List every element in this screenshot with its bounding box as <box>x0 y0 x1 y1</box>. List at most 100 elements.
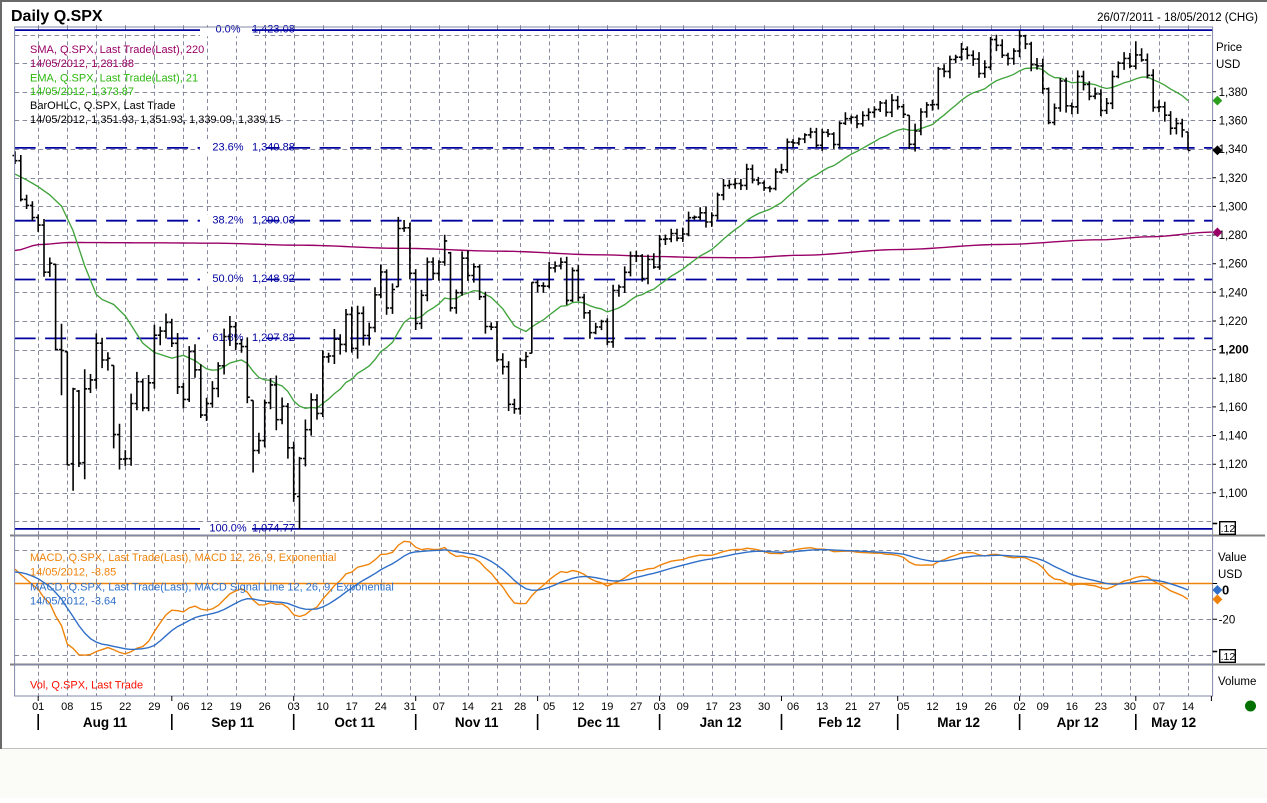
svg-text:15: 15 <box>90 701 102 713</box>
svg-text:17: 17 <box>346 701 358 713</box>
svg-text:Jan 12: Jan 12 <box>700 715 742 730</box>
svg-text:14/05/2012, 1,351.93, 1,351.93: 14/05/2012, 1,351.93, 1,351.93, 1,339.09… <box>30 114 281 126</box>
svg-text:1,220: 1,220 <box>1219 316 1248 328</box>
svg-text:38.2%: 38.2% <box>212 214 243 226</box>
svg-text:06: 06 <box>787 701 799 713</box>
svg-text:26: 26 <box>259 701 271 713</box>
svg-text:14/05/2012, 1,281.88: 14/05/2012, 1,281.88 <box>30 58 134 70</box>
svg-text:Dec 11: Dec 11 <box>577 715 620 730</box>
svg-text:12: 12 <box>200 701 212 713</box>
svg-text:21: 21 <box>491 701 503 713</box>
svg-text:12: 12 <box>572 701 584 713</box>
svg-text:Nov 11: Nov 11 <box>455 715 499 730</box>
svg-text:27: 27 <box>630 701 642 713</box>
svg-text:Feb 12: Feb 12 <box>818 715 861 730</box>
svg-text:14: 14 <box>462 701 474 713</box>
svg-text:MACD, Q.SPX, Last Trade(Last),: MACD, Q.SPX, Last Trade(Last), MACD 12, … <box>30 552 336 564</box>
svg-text:Daily Q.SPX: Daily Q.SPX <box>11 8 103 25</box>
svg-text:1,160: 1,160 <box>1219 402 1248 414</box>
svg-text:.12: .12 <box>1221 523 1236 535</box>
svg-text:.12: .12 <box>1221 651 1236 663</box>
svg-text:1,074.77: 1,074.77 <box>252 523 295 535</box>
svg-text:SMA, Q.SPX, Last Trade(Last),: SMA, Q.SPX, Last Trade(Last), 220 <box>30 44 204 56</box>
svg-text:May 12: May 12 <box>1151 715 1196 730</box>
svg-text:03: 03 <box>653 701 665 713</box>
svg-text:19: 19 <box>601 701 613 713</box>
svg-text:1,360: 1,360 <box>1219 116 1248 128</box>
svg-text:19: 19 <box>230 701 242 713</box>
svg-text:16: 16 <box>1066 701 1078 713</box>
svg-text:MACD, Q.SPX, Last Trade(Last),: MACD, Q.SPX, Last Trade(Last), MACD Sign… <box>30 582 394 594</box>
svg-text:Aug 11: Aug 11 <box>83 715 128 730</box>
svg-text:1,423.08: 1,423.08 <box>252 24 295 36</box>
svg-text:10: 10 <box>317 701 329 713</box>
svg-text:26: 26 <box>984 701 996 713</box>
svg-text:13: 13 <box>816 701 828 713</box>
svg-text:Price: Price <box>1216 42 1242 54</box>
svg-text:24: 24 <box>375 701 387 713</box>
svg-text:1,300: 1,300 <box>1219 201 1248 213</box>
svg-text:1,240: 1,240 <box>1219 287 1248 299</box>
svg-text:1,140: 1,140 <box>1219 431 1248 443</box>
svg-text:09: 09 <box>677 701 689 713</box>
svg-text:1,200: 1,200 <box>1219 343 1249 357</box>
svg-text:09: 09 <box>1037 701 1049 713</box>
svg-text:BarOHLC, Q.SPX, Last Trade: BarOHLC, Q.SPX, Last Trade <box>30 100 176 112</box>
svg-text:61.8%: 61.8% <box>212 332 243 344</box>
svg-text:03: 03 <box>288 701 300 713</box>
svg-text:0: 0 <box>1222 583 1229 598</box>
svg-text:14/05/2012, -3.64: 14/05/2012, -3.64 <box>30 596 116 608</box>
svg-text:28: 28 <box>514 701 526 713</box>
svg-text:Mar 12: Mar 12 <box>937 715 980 730</box>
svg-text:USD: USD <box>1216 59 1240 71</box>
svg-text:1,340: 1,340 <box>1219 144 1248 156</box>
svg-text:05: 05 <box>543 701 555 713</box>
svg-text:21: 21 <box>845 701 857 713</box>
svg-text:1,280: 1,280 <box>1219 230 1248 242</box>
svg-text:19: 19 <box>955 701 967 713</box>
svg-text:14: 14 <box>1182 701 1194 713</box>
svg-text:22: 22 <box>119 701 131 713</box>
svg-text:12: 12 <box>926 701 938 713</box>
svg-text:07: 07 <box>433 701 445 713</box>
svg-text:1,120: 1,120 <box>1219 459 1248 471</box>
svg-text:Sep 11: Sep 11 <box>211 715 254 730</box>
svg-text:30: 30 <box>758 701 770 713</box>
svg-text:05: 05 <box>897 701 909 713</box>
svg-text:30: 30 <box>1124 701 1136 713</box>
svg-text:EMA, Q.SPX, Last Trade(Last),: EMA, Q.SPX, Last Trade(Last), 21 <box>30 73 198 85</box>
svg-text:1,100: 1,100 <box>1219 488 1248 500</box>
svg-text:14/05/2012, -8.85: 14/05/2012, -8.85 <box>30 567 116 579</box>
svg-text:1,248.92: 1,248.92 <box>252 273 295 285</box>
svg-text:31: 31 <box>404 701 416 713</box>
svg-text:1,320: 1,320 <box>1219 173 1248 185</box>
svg-text:23: 23 <box>1095 701 1107 713</box>
svg-text:100.0%: 100.0% <box>209 523 247 535</box>
svg-text:14/05/2012, 1,373.87: 14/05/2012, 1,373.87 <box>30 86 134 98</box>
svg-text:50.0%: 50.0% <box>212 273 243 285</box>
svg-text:08: 08 <box>61 701 73 713</box>
svg-text:Volume: Volume <box>1218 676 1256 688</box>
svg-text:1,290.03: 1,290.03 <box>252 214 295 226</box>
svg-text:06: 06 <box>177 701 189 713</box>
svg-text:17: 17 <box>706 701 718 713</box>
svg-text:Value: Value <box>1218 552 1247 564</box>
svg-text:Apr 12: Apr 12 <box>1057 715 1099 730</box>
svg-text:23.6%: 23.6% <box>212 142 243 154</box>
svg-text:Vol, Q.SPX, Last Trade: Vol, Q.SPX, Last Trade <box>30 680 143 692</box>
svg-text:1,207.82: 1,207.82 <box>252 332 295 344</box>
svg-text:23: 23 <box>729 701 741 713</box>
svg-text:1,260: 1,260 <box>1219 259 1248 271</box>
svg-text:27: 27 <box>868 701 880 713</box>
svg-text:1,340.88: 1,340.88 <box>252 142 295 154</box>
svg-text:1,180: 1,180 <box>1219 373 1248 385</box>
svg-text:01: 01 <box>32 701 44 713</box>
svg-text:02: 02 <box>1013 701 1025 713</box>
svg-text:USD: USD <box>1218 569 1242 581</box>
svg-text:07: 07 <box>1153 701 1165 713</box>
svg-text:Oct 11: Oct 11 <box>334 715 375 730</box>
svg-text:1,380: 1,380 <box>1219 87 1248 99</box>
svg-text:29: 29 <box>148 701 160 713</box>
svg-text:26/07/2011 - 18/05/2012 (CHG): 26/07/2011 - 18/05/2012 (CHG) <box>1097 12 1258 24</box>
svg-text:-20: -20 <box>1219 614 1236 626</box>
